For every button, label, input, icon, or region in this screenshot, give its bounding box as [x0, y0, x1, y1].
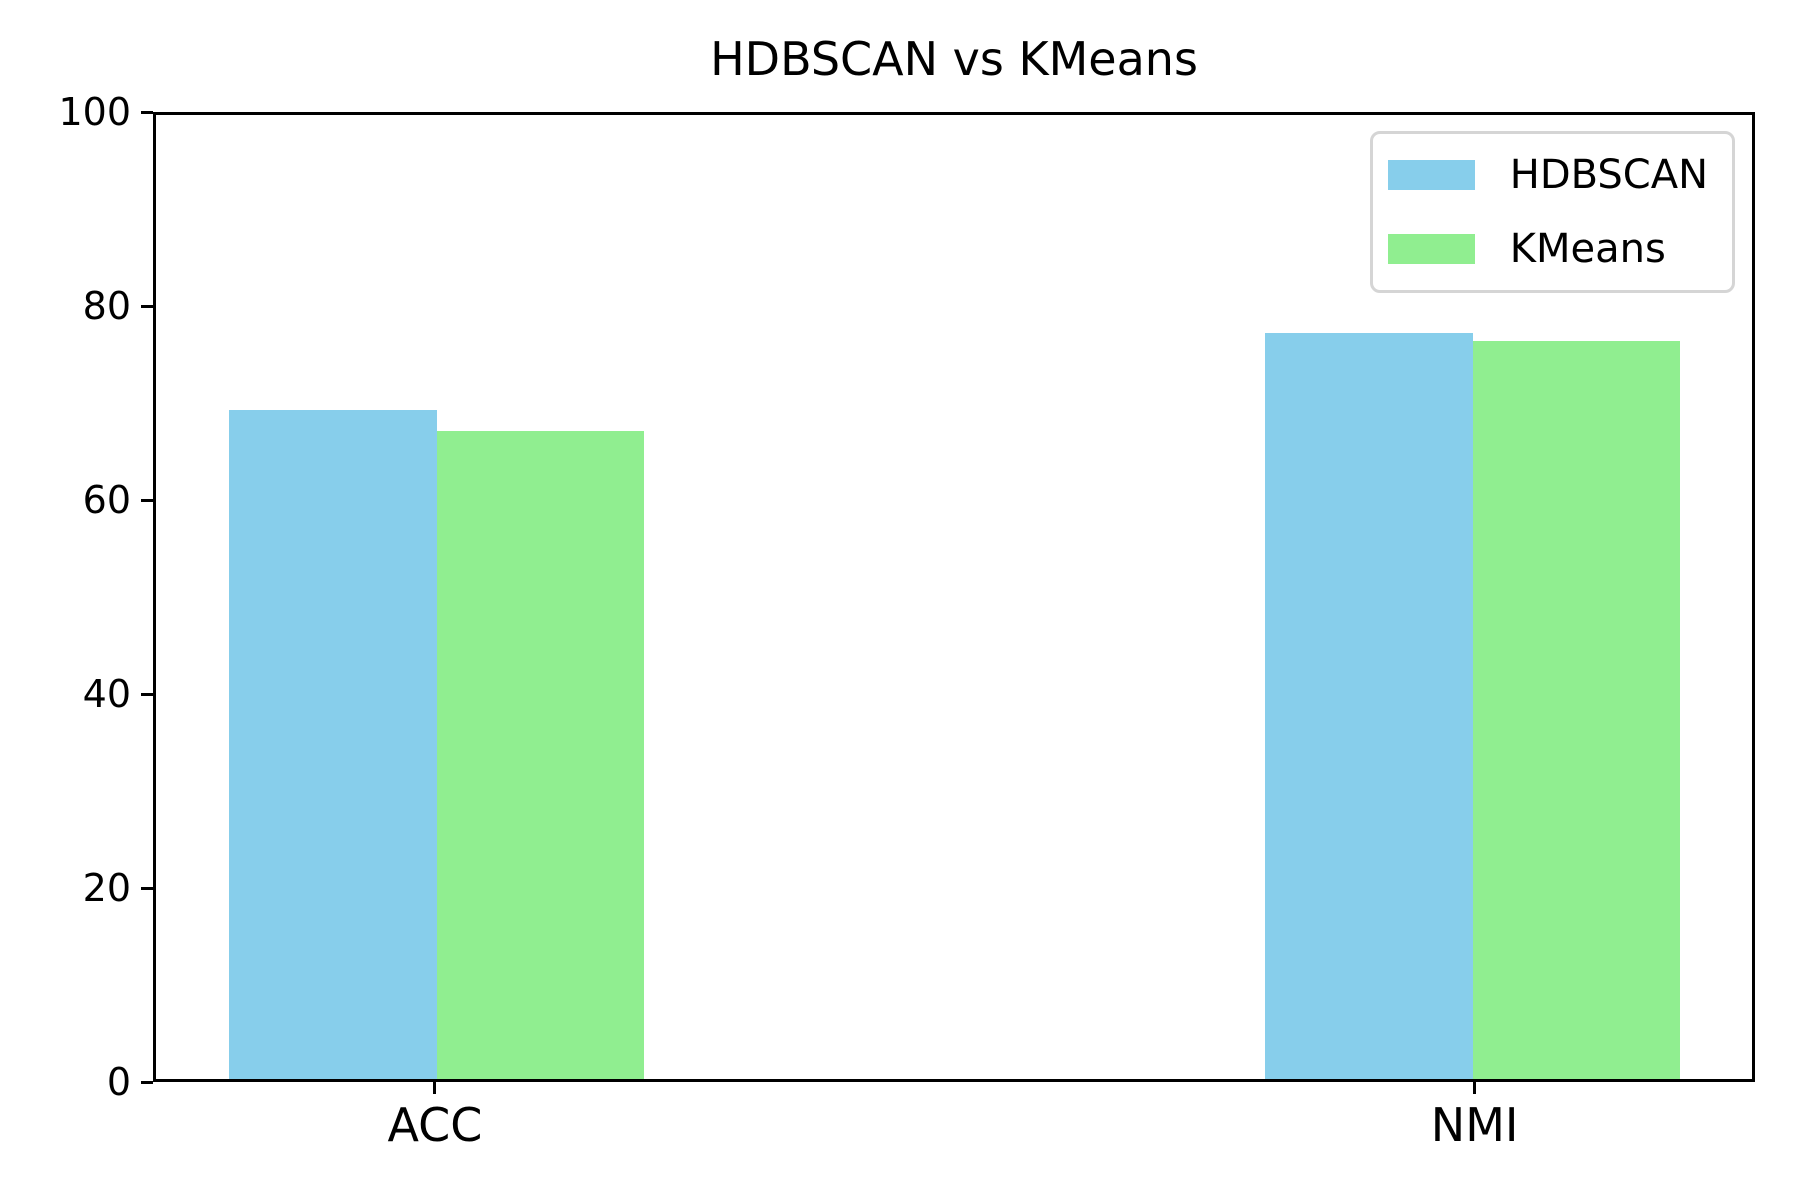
- x-tick-label-acc: ACC: [387, 1098, 483, 1152]
- y-tick-label-60: 60: [82, 478, 131, 522]
- y-tick-mark-100: [141, 110, 153, 114]
- bar-kmeans-acc: [436, 431, 645, 1079]
- x-tick-label-nmi: NMI: [1430, 1098, 1519, 1152]
- plot-area: HDBSCAN KMeans: [153, 112, 1755, 1082]
- bar-kmeans-nmi: [1472, 340, 1681, 1079]
- y-tick-label-40: 40: [82, 672, 131, 716]
- bars-container: [156, 115, 1752, 1079]
- legend-label-kmeans: KMeans: [1509, 226, 1666, 272]
- legend-swatch-kmeans: [1387, 234, 1475, 264]
- x-tick-mark-nmi: [1473, 1082, 1477, 1094]
- y-tick-mark-40: [141, 692, 153, 696]
- y-tick-mark-80: [141, 304, 153, 308]
- chart-title: HDBSCAN vs KMeans: [710, 32, 1198, 86]
- y-tick-label-100: 100: [58, 90, 131, 134]
- legend-item-hdbscan: HDBSCAN: [1387, 152, 1708, 198]
- legend-label-hdbscan: HDBSCAN: [1509, 152, 1708, 198]
- bar-hdbscan-nmi: [1265, 332, 1473, 1079]
- y-tick-label-80: 80: [82, 284, 131, 328]
- legend-swatch-hdbscan: [1387, 160, 1475, 190]
- legend-item-kmeans: KMeans: [1387, 226, 1708, 272]
- legend: HDBSCAN KMeans: [1369, 131, 1735, 293]
- bar-hdbscan-acc: [229, 409, 437, 1079]
- y-tick-label-20: 20: [82, 866, 131, 910]
- y-tick-mark-0: [141, 1080, 153, 1084]
- y-tick-mark-20: [141, 886, 153, 890]
- y-tick-label-0: 0: [106, 1060, 131, 1104]
- y-tick-mark-60: [141, 498, 153, 502]
- x-tick-mark-acc: [433, 1082, 437, 1094]
